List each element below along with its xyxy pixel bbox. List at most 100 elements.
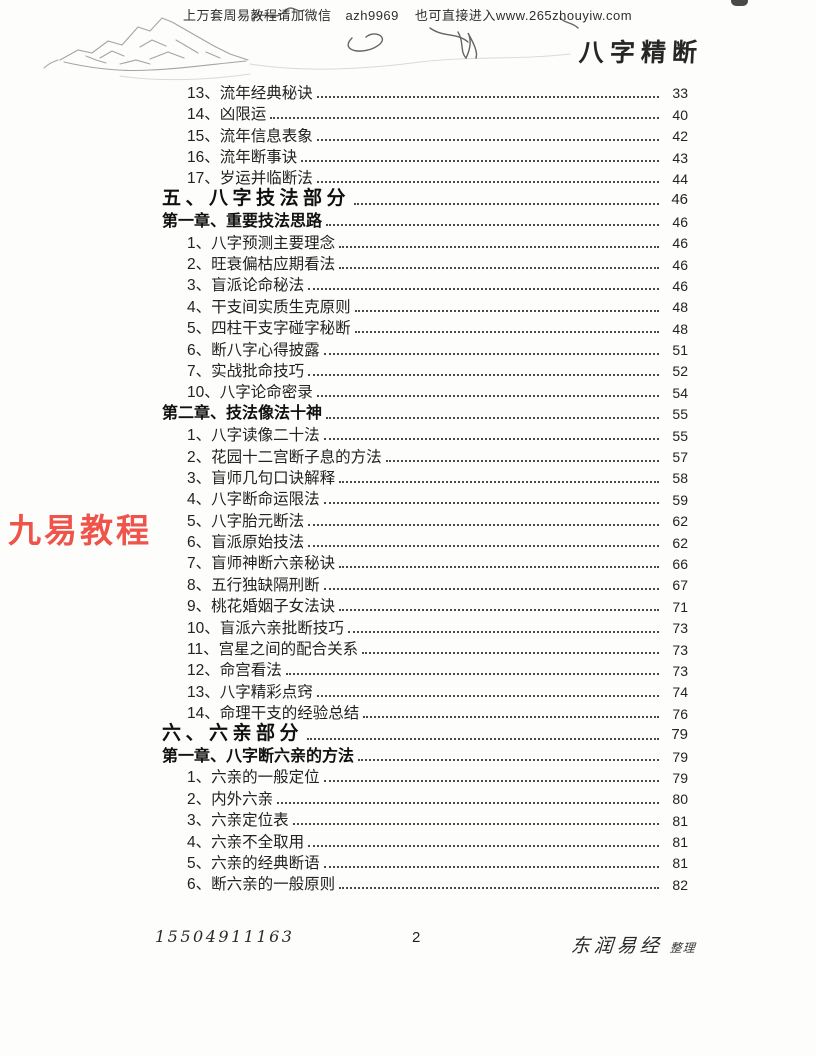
toc-entry-page: 66 [672,555,688,572]
toc-entry: 5、八字胎元断法 62 [162,508,688,529]
header-note: 上万套周易教程请加微信 azh9969 也可直接进入www.265zhouyiw.c… [183,5,632,24]
toc-entry-page: 43 [672,149,688,166]
toc-dot-leader [308,288,659,291]
toc-entry-page: 71 [672,598,688,615]
toc-dot-leader [308,844,659,847]
toc-entry-page: 73 [672,662,688,679]
toc-entry: 9、桃花婚姻子女法诀 71 [162,593,688,614]
toc-entry-label: 2、花园十二宫断子息的方法 [187,448,382,466]
toc-dot-leader [323,865,659,868]
toc-dot-leader [385,459,659,462]
toc-entry-page: 44 [672,170,688,187]
toc-dot-leader [323,780,659,783]
toc-dot-leader [323,438,659,441]
toc-entry: 7、实战批命技巧 52 [162,358,688,379]
toc-entry-page: 81 [672,855,688,872]
toc-entry: 5、四柱干支字碰字秘断 48 [162,315,688,336]
toc-entry-label: 5、四柱干支字碰字秘断 [187,320,351,338]
toc-entry-page: 59 [672,491,688,508]
footer-publisher: 东润易经 整理 [570,931,697,958]
toc-entry-label: 3、六亲定位表 [187,812,289,830]
toc-dot-leader [316,138,659,141]
toc-entry-page: 46 [672,213,688,230]
toc-entry-page: 73 [672,641,688,658]
toc-entry-page: 82 [672,876,688,893]
toc-entry-label: 6、断六亲的一般原则 [187,876,336,894]
toc-dot-leader [362,652,659,655]
toc-dot-leader [323,587,659,590]
toc-entry-label: 4、八字断命运限法 [187,491,320,509]
toc-entry-label: 14、凶限运 [187,106,267,124]
toc-entry: 五、八字技法部分 46 [162,187,688,208]
toc-dot-leader [339,887,659,890]
toc-entry-page: 54 [672,384,688,401]
toc-entry: 11、宫星之间的配合关系 73 [162,636,688,657]
toc-entry-page: 62 [672,534,688,551]
watermark: 九易教程 [8,512,152,549]
toc-entry: 14、命理干支的经验总结 76 [162,700,688,721]
toc-entry-page: 58 [672,470,688,487]
toc-entry-page: 46 [672,256,688,273]
toc-entry: 1、八字读像二十法 55 [162,422,688,443]
toc-dot-leader [326,416,659,419]
toc-entry-page: 81 [672,834,688,851]
toc-entry-page: 51 [672,342,688,359]
toc-entry: 16、流年断事诀 43 [162,144,688,165]
toc-entry: 7、盲师神断六亲秘诀 66 [162,551,688,572]
toc-entry-label: 3、盲师几句口诀解释 [187,469,336,487]
header-note-url: 也可直接进入www.265zhouyiw.com [414,8,633,23]
toc-dot-leader [354,202,659,205]
toc-entry: 6、断八字心得披露 51 [162,337,688,358]
toc-entry: 12、命宫看法 73 [162,658,688,679]
toc-entry: 4、八字断命运限法 59 [162,486,688,507]
toc-dot-leader [316,95,659,98]
toc-entry-page: 40 [672,106,688,123]
toc-entry-page: 79 [671,726,688,744]
toc-dot-leader [301,160,659,163]
toc-entry: 8、五行独缺隔刑断 67 [162,572,688,593]
toc-entry-page: 46 [672,235,688,252]
toc-dot-leader [339,609,659,612]
toc-entry: 3、六亲定位表 81 [162,807,688,828]
toc-entry-label: 6、盲派原始技法 [187,534,305,552]
toc-dot-leader [292,823,659,826]
toc-entry-label: 1、八字读像二十法 [187,427,320,445]
toc-entry-label: 13、八字精彩点窍 [187,683,313,701]
header-note-text: 上万套周易教程请加微信 [183,8,332,23]
toc-entry-page: 55 [672,427,688,444]
toc-entry-page: 76 [672,705,688,722]
toc-dot-leader [316,181,659,184]
toc-entry-label: 9、桃花婚姻子女法诀 [187,598,336,616]
toc-entry-label: 10、八字论命密录 [187,384,313,402]
toc-entry: 10、盲派六亲批断技巧 73 [162,615,688,636]
page-number: 2 [412,929,421,946]
toc-entry-label: 3、盲派论命秘法 [187,277,305,295]
scan-artifact-mark [731,0,748,6]
toc-entry: 3、盲派论命秘法 46 [162,273,688,294]
toc-dot-leader [339,566,659,569]
toc-entry-page: 79 [672,748,688,765]
toc-dot-leader [347,630,659,633]
toc-entry: 5、六亲的经典断语 81 [162,850,688,871]
toc-entry: 1、八字预测主要理念 46 [162,230,688,251]
toc-entry-label: 第一章、八字断六亲的方法 [162,747,355,765]
toc-entry-page: 48 [672,320,688,337]
toc-entry-page: 48 [672,299,688,316]
book-title: 八字精断 [578,38,704,67]
toc-dot-leader [339,245,659,248]
footer-publisher-name: 东润易经 [570,935,664,957]
toc-entry-label: 16、流年断事诀 [187,149,298,167]
toc-dot-leader [308,523,659,526]
toc-entry-label: 2、内外六亲 [187,790,274,808]
toc-entry-page: 74 [672,684,688,701]
toc-dot-leader [339,267,659,270]
toc-dot-leader [358,759,659,761]
toc-entry-page: 62 [672,513,688,530]
toc-entry-label: 4、六亲不全取用 [187,833,305,851]
toc-entry-page: 46 [671,191,688,209]
toc-entry: 第二章、技法像法十神 55 [162,401,688,422]
toc-entry-label: 第一章、重要技法思路 [162,212,323,230]
toc-dot-leader [339,480,659,483]
toc-entry-page: 73 [672,620,688,637]
